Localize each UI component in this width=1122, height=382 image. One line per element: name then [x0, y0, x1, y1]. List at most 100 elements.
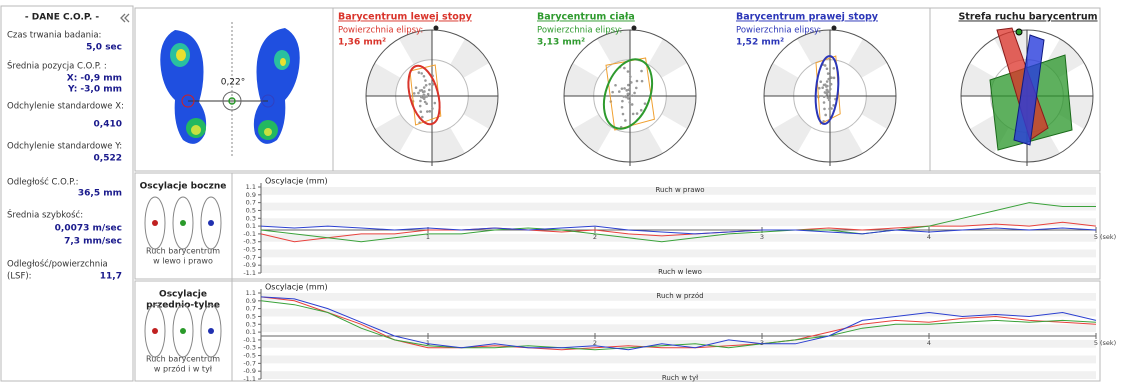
- grid-band: [261, 250, 1096, 258]
- stat-label: Czas trwania badania:: [7, 31, 101, 41]
- y-tick-label: 1.1: [246, 289, 256, 297]
- y-tick-label: 0.9: [246, 297, 256, 305]
- cop-sample: [824, 114, 827, 117]
- y-tick-label: -0.1: [243, 230, 256, 238]
- cop-sample: [823, 108, 826, 111]
- y-tick-label: 0.5: [246, 206, 256, 214]
- cop-sample: [427, 93, 430, 96]
- arrow-dot: [208, 220, 214, 226]
- y-tick-label: -0.1: [243, 336, 256, 344]
- cop-sample: [832, 67, 835, 70]
- cop-sample: [621, 87, 624, 90]
- y-tick-label: -0.9: [243, 261, 256, 269]
- stat-label: Odchylenie standardowe X:: [7, 102, 124, 112]
- cop-sample: [819, 80, 822, 83]
- cop-sample: [622, 113, 625, 116]
- y-tick-label: 0.7: [246, 305, 256, 313]
- cop-sample: [624, 119, 627, 122]
- cop-sample: [618, 90, 621, 93]
- cop-sample: [644, 102, 647, 105]
- cop-sample: [423, 75, 426, 78]
- cop-sample: [627, 84, 630, 87]
- stat-value: Y: -3,0 mm: [67, 85, 122, 95]
- cop-sample: [413, 92, 416, 95]
- cop-sample: [418, 71, 421, 74]
- cop-sample: [422, 91, 425, 94]
- cop-sample: [821, 86, 824, 89]
- grid-band: [261, 218, 1096, 226]
- osc-caption: w przód i w tył: [154, 364, 213, 374]
- cop-sample: [641, 80, 644, 83]
- stat-value: 11,7: [100, 272, 122, 282]
- cop-sample: [830, 76, 833, 79]
- y-tick-label: 0.7: [246, 199, 256, 207]
- cop-sample: [420, 110, 423, 113]
- cop-sample: [827, 91, 830, 94]
- area-value: 1,52 mm²: [736, 38, 784, 48]
- cop-sample: [824, 64, 827, 67]
- stat-value: 36,5 mm: [78, 189, 122, 199]
- y-tick-label: 0.9: [246, 191, 256, 199]
- zone-point: [1016, 29, 1022, 35]
- cop-sample: [630, 81, 633, 84]
- cop-sample: [826, 80, 829, 83]
- stat-value: 7,3 mm/sec: [64, 237, 122, 247]
- cop-sample: [424, 95, 427, 98]
- sidebar-title: - DANE C.O.P. -: [25, 13, 100, 23]
- area-label: Powierzchnia elipsy:: [537, 26, 622, 36]
- grid-band: [261, 340, 1096, 348]
- y-tick-label: -0.9: [243, 367, 256, 375]
- cop-sample: [627, 70, 630, 73]
- cop-sample: [621, 100, 624, 103]
- cop-sample: [428, 83, 431, 86]
- area-label: Powierzchnia elipsy:: [736, 26, 821, 36]
- cop-sample: [640, 70, 643, 73]
- stat-value: 5,0 sec: [86, 43, 122, 53]
- panel-title: Barycentrum lewej stopy: [338, 12, 473, 23]
- cop-sample: [640, 109, 643, 112]
- cop-sample: [827, 96, 830, 99]
- osc-title: Oscylacje boczne: [140, 182, 227, 192]
- cop-sample: [632, 113, 635, 116]
- cop-sample: [423, 86, 426, 89]
- cop-sample: [828, 107, 831, 110]
- x-tick-label: 5: [1094, 233, 1098, 241]
- stat-value: 0,410: [94, 120, 122, 130]
- cop-sample: [622, 95, 625, 98]
- x-tick-label: 3: [760, 339, 764, 347]
- cop-sample: [419, 105, 422, 108]
- cop-sample: [420, 72, 423, 75]
- cop-sample: [425, 84, 428, 87]
- cop-sample: [421, 116, 424, 119]
- stat-label: Odległość C.O.P.:: [7, 177, 79, 188]
- arrow-dot: [180, 220, 186, 226]
- cop-sample: [826, 93, 829, 96]
- arrow-dot: [208, 328, 214, 334]
- cop-sample: [631, 103, 634, 106]
- barycenter: [832, 26, 837, 31]
- stat-value: X: -0,9 mm: [67, 74, 122, 84]
- arrow-dot: [152, 220, 158, 226]
- foot-angle: 0,22°: [221, 78, 246, 88]
- cop-sample: [818, 87, 821, 90]
- panel-title: Barycentrum prawej stopy: [736, 12, 879, 23]
- stat-label: (LSF):: [7, 272, 32, 282]
- stat-value: 0,522: [94, 154, 122, 164]
- x-unit: (sek): [1100, 339, 1116, 347]
- cop-sample: [636, 80, 639, 83]
- x-unit: (sek): [1100, 233, 1116, 241]
- cop-sample: [420, 96, 423, 99]
- cop-sample: [823, 101, 826, 104]
- cop-sample: [415, 86, 418, 89]
- y-tick-label: -0.7: [243, 359, 256, 367]
- cop-sample: [431, 107, 434, 110]
- stat-label: Odległość/powierzchnia: [7, 259, 108, 270]
- cop-sample: [824, 91, 827, 94]
- cop-sample: [830, 83, 833, 86]
- cop-sample: [825, 85, 828, 88]
- cop-sample: [428, 110, 431, 113]
- stat-value: 0,0073 m/sec: [55, 224, 122, 234]
- y-axis-label: Oscylacje (mm): [265, 177, 328, 186]
- zone-title: Strefa ruchu barycentrum: [958, 12, 1097, 23]
- annotation-bottom: Ruch w lewo: [658, 268, 702, 276]
